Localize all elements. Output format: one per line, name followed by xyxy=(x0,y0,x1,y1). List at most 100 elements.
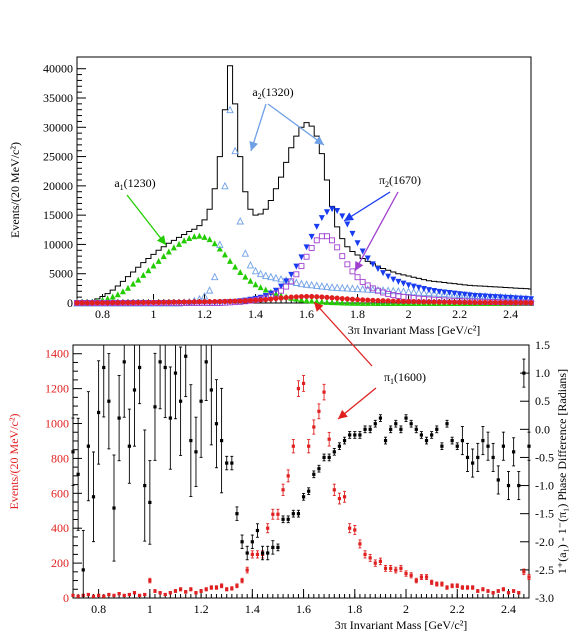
data-point-8 xyxy=(112,506,116,510)
arrow-a2-2 xyxy=(267,103,325,146)
data-point-46 xyxy=(307,280,316,289)
data-point-28 xyxy=(217,298,223,305)
x-tick-label: 1.4 xyxy=(245,602,260,616)
data-point-76 xyxy=(462,299,468,305)
data-point-69 xyxy=(425,287,432,294)
y2-tick-label: 0.5 xyxy=(535,394,550,408)
data-point-7 xyxy=(107,399,111,403)
data-point-56 xyxy=(359,248,366,255)
data-point-38 xyxy=(268,296,274,302)
data-point-25 xyxy=(199,589,203,593)
data-point-79 xyxy=(477,299,483,306)
data-point-60 xyxy=(380,270,387,277)
data-point-47 xyxy=(313,223,320,230)
y2-tick-label: -2.5 xyxy=(535,563,554,577)
data-point-44 xyxy=(296,512,301,516)
data-point-20 xyxy=(173,589,178,593)
data-point-37 xyxy=(262,271,270,279)
data-point-71 xyxy=(436,288,443,295)
data-point-52 xyxy=(337,444,342,448)
data-point-59 xyxy=(373,422,377,426)
data-point-42 xyxy=(287,277,295,285)
data-point-34 xyxy=(247,297,254,304)
y-tick-label: 1200 xyxy=(45,382,69,396)
data-point-67 xyxy=(416,299,422,305)
data-point-14 xyxy=(143,483,147,488)
data-point-43 xyxy=(293,271,300,278)
data-point-59 xyxy=(374,266,381,273)
data-point-88 xyxy=(522,371,526,375)
data-point-51 xyxy=(334,299,341,306)
data-point-17 xyxy=(158,360,162,364)
data-point-52 xyxy=(339,253,346,260)
data-point-4 xyxy=(94,300,101,306)
data-point-45 xyxy=(303,293,310,300)
data-point-70 xyxy=(430,433,434,437)
series-0 xyxy=(71,374,531,598)
data-point-52 xyxy=(338,283,346,292)
data-point-15 xyxy=(150,262,157,269)
data-point-15 xyxy=(148,578,152,583)
data-point-54 xyxy=(349,268,356,275)
data-point-25 xyxy=(201,233,208,240)
data-point-66 xyxy=(411,298,417,305)
data-point-62 xyxy=(389,427,393,431)
data-point-78 xyxy=(471,461,475,465)
y2-tick-label: -0.5 xyxy=(535,450,554,464)
data-point-81 xyxy=(486,589,490,593)
data-point-74 xyxy=(450,438,454,443)
data-point-61 xyxy=(383,566,388,570)
data-point-89 xyxy=(527,575,531,579)
data-point-3 xyxy=(86,444,90,448)
arrow-pi2-1 xyxy=(343,191,391,222)
data-point-37 xyxy=(260,551,265,555)
data-point-48 xyxy=(318,282,326,290)
data-point-46 xyxy=(309,293,315,300)
data-point-61 xyxy=(385,298,391,304)
data-point-67 xyxy=(415,288,423,296)
data-point-46 xyxy=(308,244,315,251)
series-0 xyxy=(77,65,531,304)
data-point-48 xyxy=(317,467,321,471)
data-point-22 xyxy=(184,590,188,594)
arrow-a1 xyxy=(126,194,167,246)
data-point-13 xyxy=(140,271,147,278)
data-point-2 xyxy=(81,568,85,572)
annotation-a1-1230: a1(1230) xyxy=(114,176,155,192)
data-point-41 xyxy=(283,278,290,285)
data-point-41 xyxy=(281,517,285,521)
series-5 xyxy=(74,293,534,306)
data-point-64 xyxy=(400,298,407,304)
data-point-50 xyxy=(329,299,336,306)
data-point-9 xyxy=(117,592,121,596)
data-point-21 xyxy=(181,237,188,244)
data-point-73 xyxy=(445,289,454,298)
data-point-32 xyxy=(235,584,239,588)
data-point-34 xyxy=(245,568,249,572)
arrow-pi1-top xyxy=(313,301,373,367)
data-point-6 xyxy=(104,295,111,302)
data-point-27 xyxy=(209,585,213,590)
data-point-37 xyxy=(263,296,269,303)
data-point-82 xyxy=(491,591,495,595)
data-point-40 xyxy=(277,274,285,283)
data-point-79 xyxy=(476,293,483,300)
data-point-77 xyxy=(465,585,470,590)
x-tick-label: 1 xyxy=(151,307,157,321)
y2-tick-label: -1.5 xyxy=(535,507,554,521)
data-point-72 xyxy=(440,289,449,298)
data-point-42 xyxy=(288,294,294,300)
data-point-7 xyxy=(107,592,111,597)
data-point-51 xyxy=(332,488,336,492)
data-point-22 xyxy=(186,299,192,305)
data-point-19 xyxy=(168,591,172,595)
data-point-50 xyxy=(327,455,331,460)
data-point-58 xyxy=(369,261,376,268)
data-point-76 xyxy=(460,585,464,590)
data-point-31 xyxy=(231,146,239,155)
data-point-18 xyxy=(166,299,172,305)
data-point-72 xyxy=(441,289,448,296)
data-point-5 xyxy=(97,593,101,597)
data-point-52 xyxy=(339,299,346,306)
